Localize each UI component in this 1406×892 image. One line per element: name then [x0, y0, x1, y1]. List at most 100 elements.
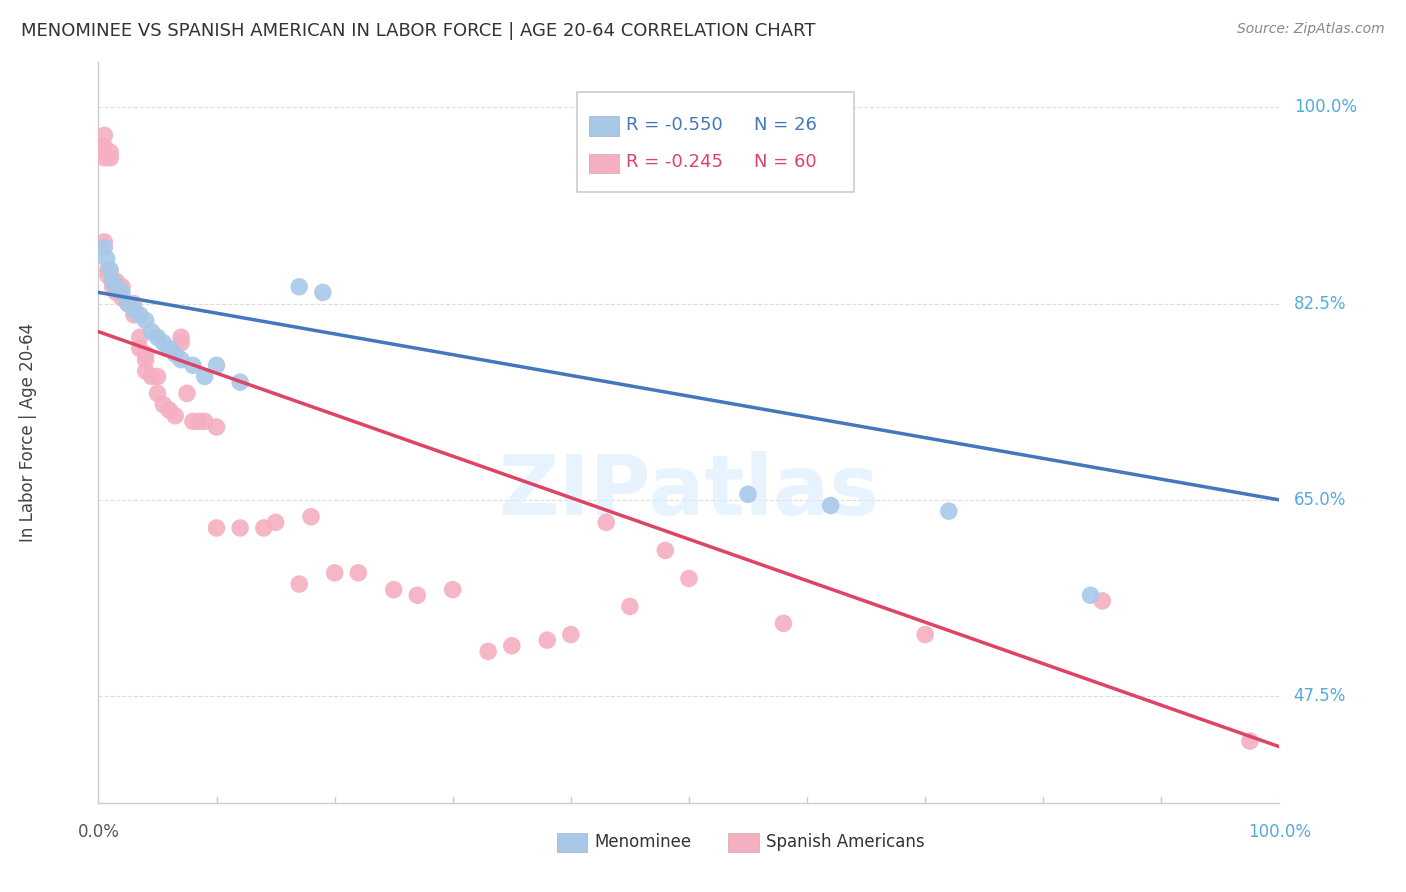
Point — [146, 369, 169, 384]
Point — [347, 566, 370, 580]
Point — [117, 296, 139, 310]
Point — [938, 504, 960, 518]
Point — [146, 330, 169, 344]
Point — [181, 359, 204, 373]
Point — [152, 335, 174, 350]
Point — [105, 280, 128, 294]
Point — [170, 352, 193, 367]
Point — [194, 414, 217, 428]
Point — [135, 313, 157, 327]
Point — [111, 285, 134, 300]
Point — [560, 627, 582, 641]
Text: 100.0%: 100.0% — [1294, 98, 1357, 116]
Point — [101, 274, 124, 288]
Point — [165, 409, 187, 423]
Text: In Labor Force | Age 20-64: In Labor Force | Age 20-64 — [18, 323, 37, 542]
Text: Spanish Americans: Spanish Americans — [766, 833, 924, 851]
Point — [205, 359, 228, 373]
Point — [536, 633, 558, 648]
Point — [141, 325, 163, 339]
Point — [737, 487, 759, 501]
Text: 65.0%: 65.0% — [1294, 491, 1346, 509]
Point — [170, 330, 193, 344]
Point — [176, 386, 198, 401]
Point — [205, 420, 228, 434]
Point — [152, 398, 174, 412]
Point — [93, 128, 115, 143]
Point — [105, 285, 128, 300]
FancyBboxPatch shape — [589, 117, 619, 136]
Text: MENOMINEE VS SPANISH AMERICAN IN LABOR FORCE | AGE 20-64 CORRELATION CHART: MENOMINEE VS SPANISH AMERICAN IN LABOR F… — [21, 22, 815, 40]
Point — [205, 521, 228, 535]
Point — [105, 274, 128, 288]
Point — [312, 285, 335, 300]
Text: 100.0%: 100.0% — [1249, 823, 1310, 841]
Point — [93, 145, 115, 160]
Point — [477, 644, 499, 658]
Point — [128, 308, 150, 322]
Point — [135, 347, 157, 361]
Point — [122, 308, 145, 322]
FancyBboxPatch shape — [557, 833, 588, 853]
Point — [128, 330, 150, 344]
Point — [93, 240, 115, 255]
Point — [128, 342, 150, 356]
Point — [98, 263, 121, 277]
Point — [1091, 594, 1114, 608]
Point — [111, 291, 134, 305]
Point — [157, 403, 180, 417]
Text: 47.5%: 47.5% — [1294, 687, 1346, 706]
Text: N = 26: N = 26 — [754, 116, 817, 135]
Point — [229, 521, 252, 535]
Point — [323, 566, 346, 580]
Text: N = 60: N = 60 — [754, 153, 817, 171]
Point — [157, 342, 180, 356]
Point — [93, 151, 115, 165]
Point — [441, 582, 464, 597]
Point — [820, 499, 842, 513]
Point — [1080, 588, 1102, 602]
Point — [135, 352, 157, 367]
Point — [111, 280, 134, 294]
Point — [165, 347, 187, 361]
Point — [101, 280, 124, 294]
Point — [187, 414, 209, 428]
Point — [98, 145, 121, 160]
Point — [97, 268, 120, 283]
Point — [101, 274, 124, 288]
Point — [181, 414, 204, 428]
Text: R = -0.245: R = -0.245 — [626, 153, 723, 171]
Point — [406, 588, 429, 602]
Point — [117, 296, 139, 310]
Point — [595, 516, 617, 530]
FancyBboxPatch shape — [589, 153, 619, 173]
FancyBboxPatch shape — [576, 92, 855, 192]
Point — [1239, 734, 1261, 748]
Text: Menominee: Menominee — [595, 833, 692, 851]
FancyBboxPatch shape — [728, 833, 759, 853]
Point — [108, 280, 131, 294]
Point — [299, 509, 322, 524]
Point — [382, 582, 405, 597]
Point — [96, 252, 118, 266]
Point — [170, 335, 193, 350]
Point — [678, 571, 700, 585]
Point — [264, 516, 287, 530]
Point — [914, 627, 936, 641]
Text: 82.5%: 82.5% — [1294, 294, 1346, 312]
Point — [288, 577, 311, 591]
Point — [194, 369, 217, 384]
Point — [122, 302, 145, 317]
Point — [253, 521, 276, 535]
Point — [141, 369, 163, 384]
Point — [654, 543, 676, 558]
Point — [288, 280, 311, 294]
Text: R = -0.550: R = -0.550 — [626, 116, 723, 135]
Point — [93, 235, 115, 249]
Point — [772, 616, 794, 631]
Point — [93, 139, 115, 153]
Point — [98, 151, 121, 165]
Point — [501, 639, 523, 653]
Point — [122, 296, 145, 310]
Text: ZIPatlas: ZIPatlas — [499, 451, 879, 533]
